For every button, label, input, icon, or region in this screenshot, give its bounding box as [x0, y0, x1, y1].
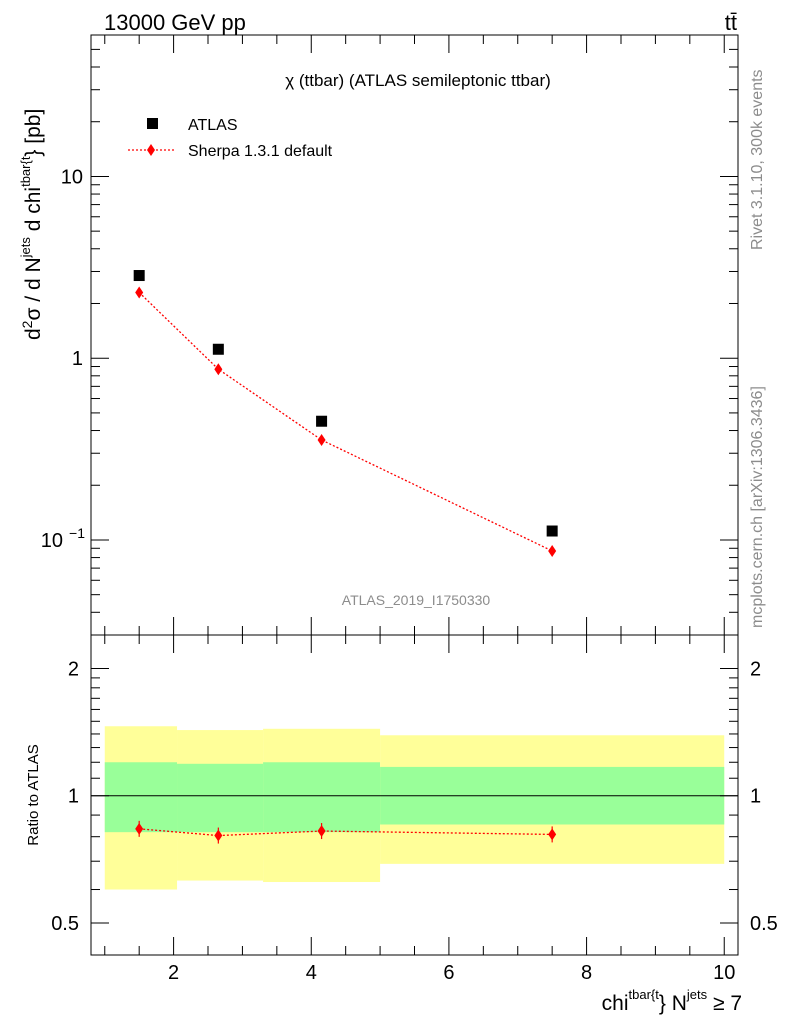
main-y-tick-exponent: −1 — [69, 525, 85, 541]
ratio-y-tick-label-left: 1 — [68, 786, 79, 808]
ratio-y-tick-label-left: 2 — [68, 658, 79, 680]
sherpa-main-line — [138, 291, 553, 552]
x-axis-label: chitbar{t} Njets ≥ 7 — [602, 987, 742, 1015]
sherpa-data-point — [548, 544, 557, 557]
main-series-layer — [133, 270, 558, 557]
main-y-tick-labels: 10 1 10 −1 — [41, 166, 85, 552]
ratio-y-tick-label-left: 0.5 — [51, 913, 79, 935]
legend: ATLAS Sherpa 1.3.1 default — [128, 117, 333, 160]
sherpa-data-point — [317, 433, 326, 446]
process-label: tt̄ — [725, 10, 737, 35]
x-tick-label: 8 — [581, 962, 592, 984]
sherpa-ratio-point — [548, 828, 557, 841]
ratio-y-tick-label-right: 1 — [750, 786, 761, 808]
legend-sherpa-marker — [147, 144, 155, 156]
x-tick-label: 6 — [443, 962, 454, 984]
source-side-label: mcplots.cern.ch [arXiv:1306.3436] — [749, 386, 766, 628]
atlas-data-point — [546, 525, 558, 537]
x-tick-labels: 2 4 6 8 10 — [168, 962, 735, 984]
x-tick-label: 2 — [168, 962, 179, 984]
x-tick-label: 4 — [306, 962, 317, 984]
main-y-axis-label: d2σ / d Njets d chitbar{t} [pb] — [18, 109, 45, 340]
x-tick-label: 10 — [713, 962, 735, 984]
legend-sherpa-label: Sherpa 1.3.1 default — [188, 143, 333, 160]
sherpa-ratio-point — [214, 829, 223, 842]
rivet-side-label: Rivet 3.1.10, 300k events — [749, 69, 766, 250]
main-y-tick-label: 1 — [72, 348, 83, 370]
ratio-y-tick-label-right: 0.5 — [750, 913, 778, 935]
ratio-y-tick-labels: 2 2 1 1 0.5 0.5 — [51, 658, 778, 935]
atlas-data-point — [212, 343, 224, 355]
ratio-green-band — [177, 763, 264, 833]
main-panel: 10 1 10 −1 χ (ttbar) (ATLAS semileptonic tt… — [18, 34, 739, 636]
energy-label: 13000 GeV pp — [104, 10, 246, 35]
chart-title: χ (ttbar) (ATLAS semileptonic ttbar) — [285, 71, 551, 90]
ratio-green-band — [263, 762, 381, 833]
ratio-y-tick-label-right: 2 — [750, 658, 761, 680]
atlas-data-point — [316, 415, 328, 427]
legend-atlas-marker — [147, 118, 158, 129]
main-y-tick-label: 10 — [41, 530, 63, 552]
ratio-series-layer — [135, 820, 557, 844]
ratio-y-axis-label: Ratio to ATLAS — [25, 744, 42, 845]
legend-atlas-label: ATLAS — [188, 117, 238, 134]
ratio-ticks — [91, 635, 738, 955]
sherpa-data-point — [214, 363, 223, 376]
ratio-frame — [90, 634, 739, 956]
ratio-green-band — [104, 762, 178, 833]
sherpa-data-point — [135, 286, 144, 299]
ratio-panel: 2 2 1 1 0.5 0.5 2 4 6 8 10 Ratio to ATLAS chitbar… — [25, 634, 778, 1015]
sherpa-ratio-point — [317, 825, 326, 838]
main-y-tick-label: 10 — [61, 166, 83, 188]
ratio-bands — [104, 726, 725, 890]
sherpa-ratio-point — [135, 822, 144, 835]
analysis-id: ATLAS_2019_I1750330 — [342, 592, 491, 608]
atlas-data-point — [133, 270, 145, 282]
